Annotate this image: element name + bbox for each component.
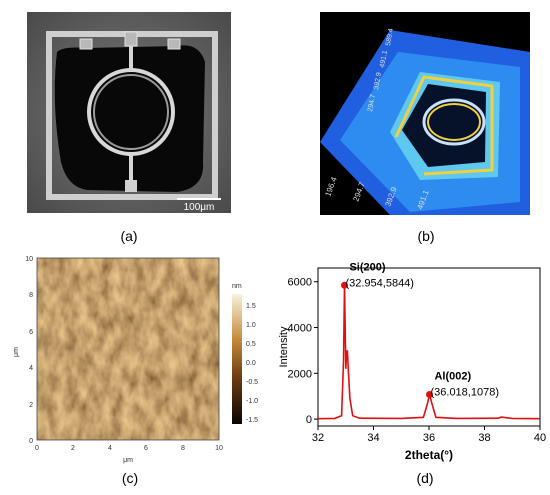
panel-c-afm-map: 10 8 6 4 2 0 0 2 4 6 8 10 μm μm nm 1.5 1… <box>13 256 258 464</box>
xrd-x-tick-label: 38 <box>478 432 490 444</box>
caption-b: (b) <box>417 228 435 244</box>
colorbar-unit: nm <box>232 283 242 290</box>
b-side-tick: 589.4 <box>385 28 395 47</box>
colorbar <box>232 294 242 424</box>
b-side-tick: 491.1 <box>379 50 389 69</box>
c-x-tick: 6 <box>144 445 148 452</box>
xrd-y-tick-label: 0 <box>306 414 312 426</box>
scale-bar-label: 100μm <box>184 202 215 213</box>
b-side-tick: 392.9 <box>373 72 383 91</box>
c-y-tick: 6 <box>29 329 33 336</box>
c-x-tick: 8 <box>181 445 185 452</box>
colorbar-tick: -1.0 <box>246 398 258 405</box>
caption-a: (a) <box>120 228 138 244</box>
colorbar-tick: 1.0 <box>246 322 256 329</box>
xrd-y-axis-label: Intensity <box>278 326 290 367</box>
colorbar-tick: 0.0 <box>246 360 256 367</box>
xrd-peak-marker <box>340 281 348 289</box>
xrd-x-tick-label: 34 <box>367 432 379 444</box>
xrd-peak-marker <box>425 390 433 398</box>
panel-d-xrd-chart: 32 34 36 38 40 0 2000 4000 6000 Si(200) (32.954,5… <box>278 261 546 462</box>
xrd-peak-coords: (36.018,1078) <box>430 386 499 398</box>
xrd-peak-coords: (32.954,5844) <box>345 277 414 289</box>
caption-d: (d) <box>416 470 434 486</box>
panel-a-micrograph: 100μm <box>27 12 231 213</box>
c-y-tick: 2 <box>29 402 33 409</box>
xrd-x-tick-label: 36 <box>423 432 435 444</box>
c-x-tick: 4 <box>108 445 112 452</box>
c-x-tick: 10 <box>215 445 223 452</box>
c-x-tick: 2 <box>71 445 75 452</box>
colorbar-tick: 1.5 <box>246 303 256 310</box>
xrd-x-tick-label: 32 <box>312 432 324 444</box>
c-y-tick: 0 <box>29 438 33 445</box>
xrd-y-tick-label: 2000 <box>288 368 312 380</box>
xrd-y-tick-label: 6000 <box>288 277 312 289</box>
xrd-series-line <box>317 285 541 420</box>
xrd-peak-label: Al(002) <box>434 370 471 382</box>
b-side-tick: 294.7 <box>367 94 377 113</box>
c-y-label: μm <box>13 347 20 357</box>
c-y-tick: 10 <box>25 256 33 263</box>
xrd-x-tick-label: 40 <box>534 432 546 444</box>
panel-b-3d-profile: 196.4 294.7 392.9 491.1 294.7 392.9 491.… <box>320 12 530 215</box>
c-y-tick: 4 <box>29 365 33 372</box>
c-y-tick: 8 <box>29 292 33 299</box>
c-x-tick: 0 <box>35 445 39 452</box>
caption-c: (c) <box>121 470 139 486</box>
colorbar-tick: -1.5 <box>246 417 258 424</box>
xrd-peak-label: Si(200) <box>349 261 385 273</box>
xrd-x-axis-label: 2theta(°) <box>405 448 453 462</box>
colorbar-tick: 0.5 <box>246 341 256 348</box>
colorbar-tick: -0.5 <box>246 379 258 386</box>
c-x-label: μm <box>123 457 133 464</box>
xrd-y-tick-label: 4000 <box>288 323 312 335</box>
